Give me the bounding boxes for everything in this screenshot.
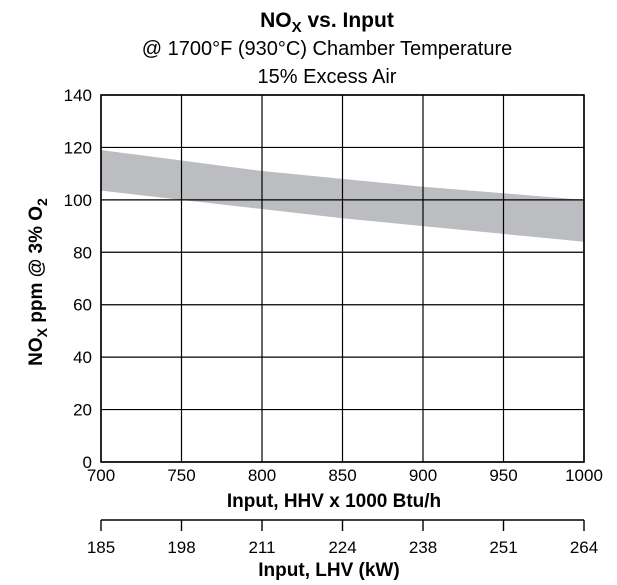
secondary-x-tick-label: 251 bbox=[489, 538, 517, 557]
chart-subtitle-excess-air: 15% Excess Air bbox=[258, 66, 397, 88]
y-tick-label: 140 bbox=[64, 86, 92, 105]
chart-subtitle-temperature: @ 1700°F (930°C) Chamber Temperature bbox=[142, 38, 513, 60]
secondary-x-tick-label: 198 bbox=[167, 538, 195, 557]
grid-layer bbox=[100, 94, 585, 463]
x-tick-label: 950 bbox=[489, 466, 517, 485]
y-tick-label: 0 bbox=[83, 453, 92, 472]
x-tick-label: 850 bbox=[328, 466, 356, 485]
secondary-x-tick-labels: 185 198 211 224 238 251 264 bbox=[87, 520, 598, 557]
x-axis-label: Input, HHV x 1000 Btu/h bbox=[227, 491, 441, 512]
x-tick-label: 750 bbox=[167, 466, 195, 485]
y-tick-label: 60 bbox=[73, 296, 92, 315]
secondary-x-tick-label: 211 bbox=[248, 538, 275, 557]
y-axis-label: NOX ppm @ 3% O2 bbox=[26, 198, 50, 366]
y-tick-labels: 0 20 40 60 80 100 120 140 bbox=[64, 86, 92, 472]
y-tick-label: 20 bbox=[73, 401, 92, 420]
y-tick-label: 40 bbox=[73, 348, 92, 367]
x-tick-label: 900 bbox=[409, 466, 437, 485]
x-tick-label: 700 bbox=[87, 466, 115, 485]
x-tick-labels: 700 750 800 850 900 950 1000 bbox=[87, 466, 603, 485]
secondary-x-tick-label: 185 bbox=[87, 538, 115, 557]
secondary-x-tick-label: 238 bbox=[409, 538, 437, 557]
x-tick-label: 1000 bbox=[565, 466, 603, 485]
secondary-x-tick-label: 264 bbox=[570, 538, 598, 557]
chart-title: NOX vs. Input bbox=[260, 9, 394, 36]
secondary-x-tick-label: 224 bbox=[328, 538, 356, 557]
x-tick-label: 800 bbox=[248, 466, 276, 485]
y-tick-label: 100 bbox=[64, 191, 92, 210]
secondary-x-axis-label: Input, LHV (kW) bbox=[258, 560, 399, 581]
y-tick-label: 120 bbox=[64, 138, 92, 157]
y-tick-label: 80 bbox=[73, 243, 92, 262]
plot-frame bbox=[100, 94, 585, 463]
